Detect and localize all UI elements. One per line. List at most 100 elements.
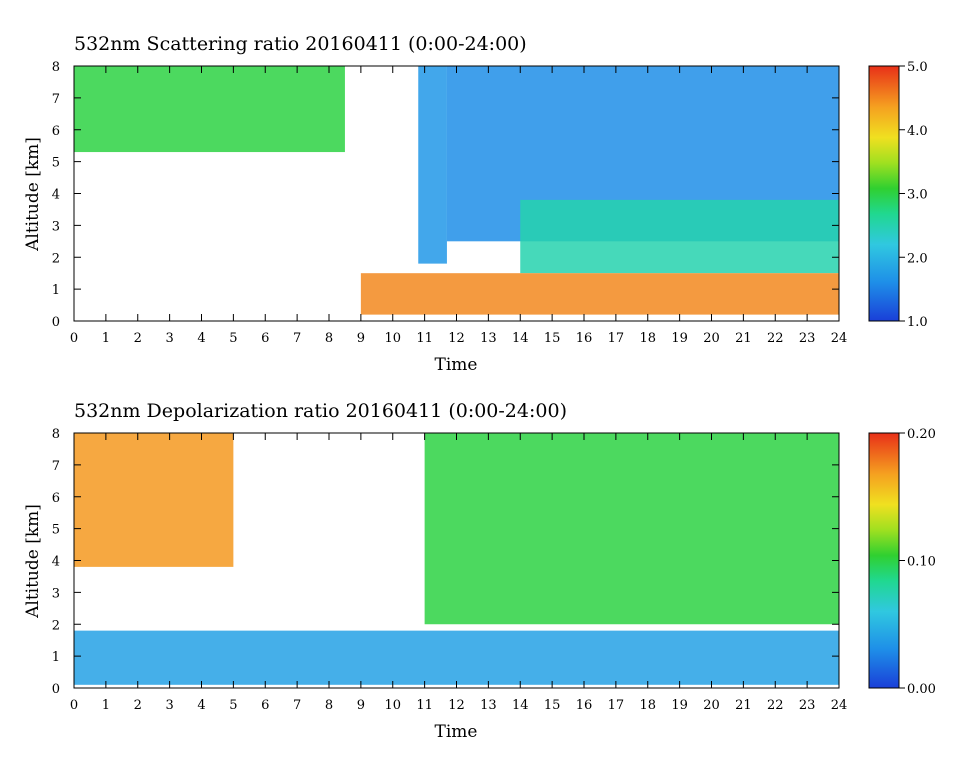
x-tick-label: 1 xyxy=(102,698,110,713)
y-tick-label: 4 xyxy=(52,188,60,203)
x-tick-label: 2 xyxy=(134,331,142,346)
x-tick-label: 23 xyxy=(799,698,816,713)
y-tick-label: 7 xyxy=(52,459,60,474)
colorbar-tick-label: 3.0 xyxy=(907,188,928,203)
x-axis: 0 1 2 3 4 5 6 7 8 9 10 11 12 13 14 15 16 17 18 19 20 21 22 23 24 xyxy=(70,66,847,346)
x-tick-label: 10 xyxy=(384,698,401,713)
x-tick-label: 3 xyxy=(165,698,173,713)
y-tick-label: 1 xyxy=(52,650,60,665)
x-tick-label: 0 xyxy=(70,331,78,346)
colorbar-ticks: 0.00 0.10 0.20 xyxy=(899,427,936,697)
x-tick-label: 14 xyxy=(512,331,529,346)
heatmap-region-2 xyxy=(418,66,447,264)
x-tick-label: 16 xyxy=(576,331,593,346)
y-tick-label: 0 xyxy=(52,315,60,330)
x-axis: 0 1 2 3 4 5 6 7 8 9 10 11 12 13 14 15 16 17 18 19 20 21 22 23 24 xyxy=(70,433,847,713)
y-axis-label: Altitude [km] xyxy=(23,137,43,252)
x-tick-label: 2 xyxy=(134,698,142,713)
colorbar xyxy=(868,65,900,322)
x-tick-label: 12 xyxy=(448,331,465,346)
x-tick-label: 18 xyxy=(639,698,656,713)
y-tick-label: 8 xyxy=(52,60,60,75)
x-tick-label: 9 xyxy=(357,331,365,346)
x-axis-label: Time xyxy=(435,355,478,375)
heatmap-region-5 xyxy=(360,273,839,315)
y-tick-label: 8 xyxy=(52,427,60,442)
x-tick-label: 4 xyxy=(197,331,205,346)
y-tick-label: 5 xyxy=(52,156,60,171)
x-tick-label: 11 xyxy=(416,698,433,713)
x-tick-label: 15 xyxy=(544,331,561,346)
y-tick-label: 6 xyxy=(52,124,60,139)
colorbar-ticks: 1.0 2.0 3.0 4.0 5.0 xyxy=(899,60,928,330)
y-tick-label: 1 xyxy=(52,283,60,298)
x-tick-label: 9 xyxy=(357,698,365,713)
heatmap-region-1 xyxy=(74,66,345,153)
heatmap-region-1 xyxy=(74,433,234,567)
x-tick-label: 16 xyxy=(576,698,593,713)
heatmap-area xyxy=(74,433,839,685)
y-tick-label: 3 xyxy=(52,219,60,234)
y-tick-label: 4 xyxy=(52,555,60,570)
depolarization-panel: 532nm Depolarization ratio 20160411 (0:0… xyxy=(23,400,936,742)
x-tick-label: 22 xyxy=(767,331,784,346)
x-tick-label: 3 xyxy=(165,331,173,346)
x-tick-label: 19 xyxy=(671,331,688,346)
x-axis-label: Time xyxy=(435,722,478,742)
x-tick-label: 21 xyxy=(735,331,752,346)
x-tick-label: 23 xyxy=(799,331,816,346)
y-axis: 0 1 2 3 4 5 6 7 8 xyxy=(52,60,839,330)
x-tick-label: 17 xyxy=(608,331,625,346)
colorbar xyxy=(868,432,900,689)
x-tick-label: 24 xyxy=(831,331,848,346)
y-axis: 0 1 2 3 4 5 6 7 8 xyxy=(52,427,839,697)
x-tick-label: 11 xyxy=(416,331,433,346)
colorbar-tick-label: 1.0 xyxy=(907,315,928,330)
x-tick-label: 17 xyxy=(608,698,625,713)
x-tick-label: 13 xyxy=(480,331,497,346)
y-tick-label: 7 xyxy=(52,92,60,107)
x-tick-label: 0 xyxy=(70,698,78,713)
heatmap-area xyxy=(74,66,839,315)
y-tick-label: 5 xyxy=(52,523,60,538)
x-tick-label: 13 xyxy=(480,698,497,713)
colorbar-tick-label: 0.10 xyxy=(907,555,936,570)
y-axis-label: Altitude [km] xyxy=(23,504,43,619)
x-tick-label: 7 xyxy=(293,698,301,713)
y-tick-label: 2 xyxy=(52,251,60,266)
x-tick-label: 8 xyxy=(325,331,333,346)
y-tick-label: 2 xyxy=(52,618,60,633)
x-tick-label: 1 xyxy=(102,331,110,346)
colorbar-tick-label: 0.20 xyxy=(907,427,936,442)
x-tick-label: 8 xyxy=(325,698,333,713)
x-tick-label: 24 xyxy=(831,698,848,713)
colorbar-tick-label: 5.0 xyxy=(907,60,928,75)
x-tick-label: 6 xyxy=(261,698,269,713)
chart-title: 532nm Scattering ratio 20160411 (0:00-24… xyxy=(74,33,527,55)
colorbar-tick-label: 0.00 xyxy=(907,682,936,697)
x-tick-label: 22 xyxy=(767,698,784,713)
x-tick-label: 21 xyxy=(735,698,752,713)
heatmap-region-3 xyxy=(74,630,839,685)
x-tick-label: 4 xyxy=(197,698,205,713)
x-tick-label: 5 xyxy=(229,698,237,713)
y-tick-label: 0 xyxy=(52,682,60,697)
colorbar-tick-label: 2.0 xyxy=(907,251,928,266)
x-tick-label: 5 xyxy=(229,331,237,346)
x-tick-label: 18 xyxy=(639,331,656,346)
x-tick-label: 15 xyxy=(544,698,561,713)
x-tick-label: 20 xyxy=(703,698,720,713)
heatmap-region-2 xyxy=(424,433,839,625)
heatmap-region-4 xyxy=(520,199,839,274)
scattering-panel: 532nm Scattering ratio 20160411 (0:00-24… xyxy=(23,33,928,375)
colorbar-tick-label: 4.0 xyxy=(907,124,928,139)
x-tick-label: 10 xyxy=(384,331,401,346)
x-tick-label: 12 xyxy=(448,698,465,713)
x-tick-label: 6 xyxy=(261,331,269,346)
y-tick-label: 3 xyxy=(52,586,60,601)
x-tick-label: 7 xyxy=(293,331,301,346)
chart-title: 532nm Depolarization ratio 20160411 (0:0… xyxy=(74,400,567,422)
x-tick-label: 14 xyxy=(512,698,529,713)
x-tick-label: 20 xyxy=(703,331,720,346)
